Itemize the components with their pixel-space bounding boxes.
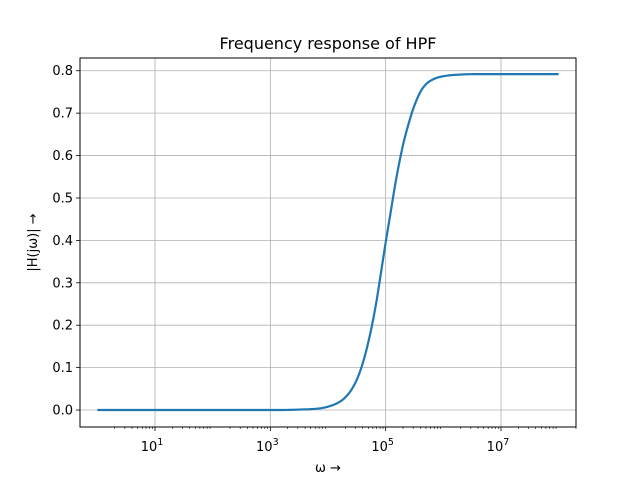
y-tick-label: 0.7 <box>52 107 73 122</box>
x-tick-exponent: 3 <box>273 437 279 448</box>
x-tick-exponent: 7 <box>503 437 509 448</box>
y-tick-label: 0.4 <box>52 234 73 249</box>
x-tick-base: 10 <box>371 440 388 455</box>
x-tick-base: 10 <box>256 440 273 455</box>
series-line <box>97 73 559 412</box>
y-axis-label: |H(jω)| → <box>26 213 41 271</box>
x-tick-exponent: 5 <box>388 437 394 448</box>
grid <box>80 58 576 427</box>
y-tick-label: 0.5 <box>52 191 73 206</box>
y-tick-label: 0.8 <box>52 64 73 79</box>
x-tick-label: 105 <box>371 437 394 455</box>
y-tick-label: 0.6 <box>52 149 73 164</box>
y-tick-label: 0.0 <box>52 404 73 419</box>
series <box>97 73 559 412</box>
y-tick-label: 0.1 <box>52 361 73 376</box>
y-tick-label: 0.3 <box>52 276 73 291</box>
plot-area <box>79 57 577 428</box>
x-axis-label: ω → <box>315 461 341 476</box>
chart-title: Frequency response of HPF <box>220 34 437 53</box>
x-tick-exponent: 1 <box>157 437 163 448</box>
x-tick-label: 103 <box>256 437 279 455</box>
x-tick-base: 10 <box>141 440 158 455</box>
x-tick-base: 10 <box>487 440 504 455</box>
y-tick-label: 0.2 <box>52 319 73 334</box>
x-tick-label: 101 <box>141 437 164 455</box>
x-tick-label: 107 <box>487 437 510 455</box>
